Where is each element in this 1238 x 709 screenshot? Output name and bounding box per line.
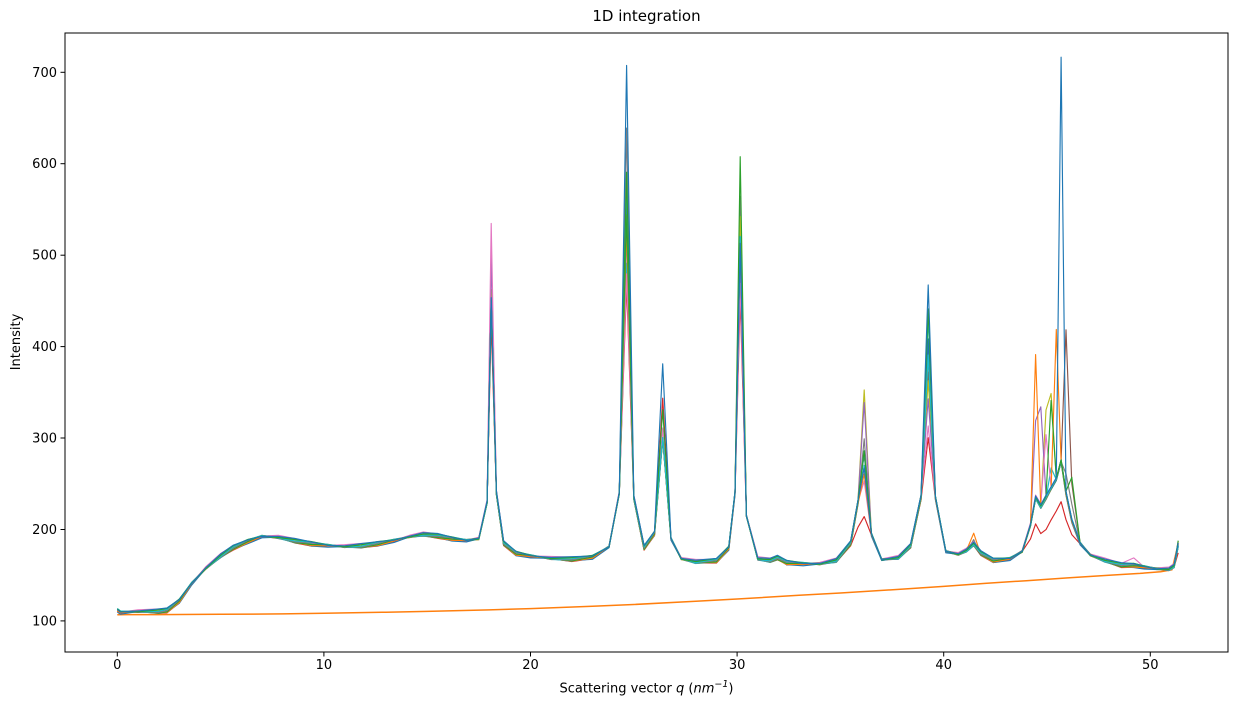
x-axis-label-close-paren: ) [728,681,734,697]
x-axis-label-exponent: −1 [714,679,729,690]
series-background [117,543,1179,616]
x-axis-label-prefix: Scattering vector [559,681,677,697]
x-axis-label: Scattering vector q (nm−1) [65,679,1228,696]
chart-title: 1D integration [592,7,701,25]
y-tick-label: 300 [32,432,57,447]
y-tick-label: 500 [32,249,57,264]
x-axis-label-unit: nm [693,681,715,697]
y-tick-label: 600 [32,157,57,172]
x-tick-label: 50 [1142,658,1159,673]
y-tick-label: 400 [32,340,57,355]
series-scan-09 [116,227,1179,614]
series-scan-05 [116,193,1179,613]
series-scan-04 [116,204,1179,613]
x-axis-label-symbol: q [676,681,685,697]
series-scan-14 [116,56,1179,613]
x-tick-label: 10 [316,658,333,673]
y-tick-label: 700 [32,66,57,81]
series-scan-12 [116,172,1179,613]
series-scan-01 [116,283,1179,614]
x-tick-label: 0 [113,658,121,673]
x-axis-label-open-paren: ( [684,681,694,697]
series-scan-03 [116,254,1179,614]
y-tick-label: 100 [32,614,57,629]
x-tick-label: 30 [729,658,746,673]
x-tick-label: 20 [522,658,539,673]
series-scan-06 [116,233,1179,614]
series-scan-11 [116,172,1179,613]
x-tick-label: 40 [935,658,952,673]
y-tick-label: 200 [32,523,57,538]
y-axis-label: Intensity [9,313,24,371]
axes-spines [64,32,1229,653]
